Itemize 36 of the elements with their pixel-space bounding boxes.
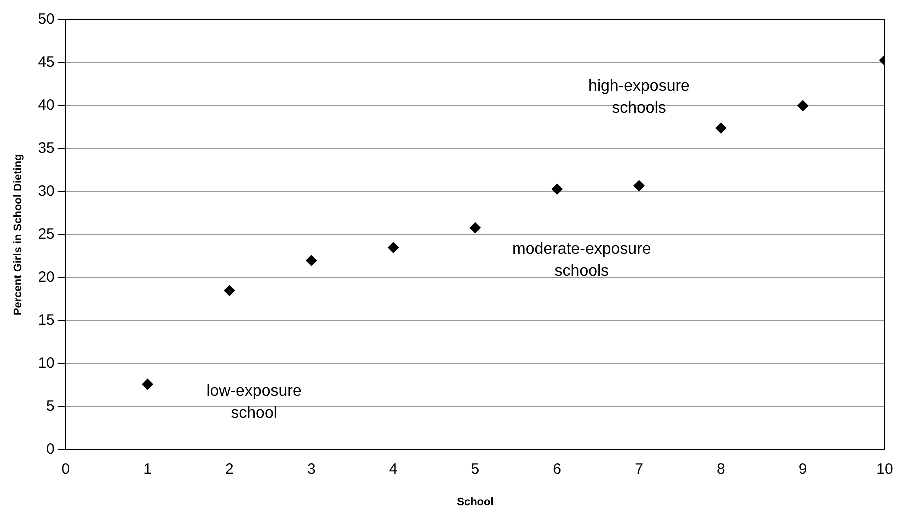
point <box>388 242 400 254</box>
y-tick-label: 40 <box>38 97 55 114</box>
x-tick-label: 10 <box>876 460 894 478</box>
y-tick-label: 25 <box>38 226 55 244</box>
y-tick-label: 10 <box>38 354 55 372</box>
y-tick-label: 50 <box>38 11 55 28</box>
annotation: high-exposure schools <box>588 78 690 117</box>
x-tick-label: 8 <box>717 460 726 478</box>
point <box>306 255 318 266</box>
x-axis-title: School <box>457 496 494 508</box>
point <box>552 184 563 195</box>
y-tick-label: 30 <box>38 183 55 200</box>
point <box>798 100 809 112</box>
x-tick-label: 0 <box>62 460 70 478</box>
point <box>224 285 236 296</box>
x-tick-label: 3 <box>307 460 316 478</box>
point <box>716 122 727 134</box>
y-tick-label: 15 <box>38 312 55 329</box>
y-tick-label: 20 <box>38 269 55 286</box>
point <box>470 222 481 234</box>
y-tick-label: 0 <box>46 440 55 458</box>
x-tick-label: 1 <box>144 460 152 478</box>
y-axis-title: Percent Girls in School Dieting <box>12 154 25 316</box>
annotation: moderate-exposure schools <box>512 241 652 280</box>
y-tick-label: 45 <box>38 54 55 72</box>
annotation: low-exposure school <box>206 382 302 422</box>
x-tick-label: 2 <box>226 460 234 478</box>
point <box>142 378 154 390</box>
x-tick-label: 6 <box>553 460 562 478</box>
point <box>634 180 645 192</box>
x-tick-label: 5 <box>471 460 480 478</box>
x-tick-label: 4 <box>389 460 398 478</box>
y-tick-label: 5 <box>46 398 55 415</box>
x-tick-label: 7 <box>635 460 644 478</box>
y-tick-label: 35 <box>38 140 55 158</box>
x-tick-label: 9 <box>798 460 808 478</box>
